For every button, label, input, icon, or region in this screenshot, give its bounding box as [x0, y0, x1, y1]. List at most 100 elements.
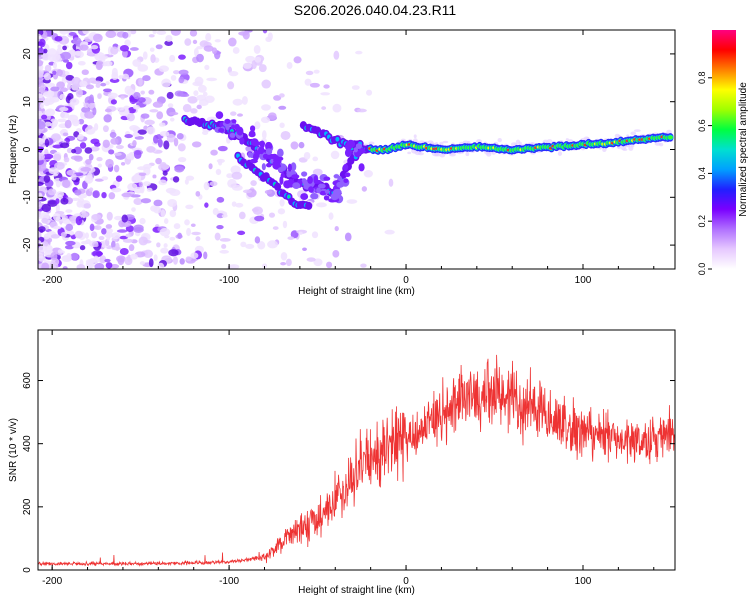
noise-blob	[51, 133, 62, 142]
noise-blob	[85, 158, 92, 165]
snr-marks	[38, 354, 675, 567]
noise-blob	[228, 37, 237, 47]
noise-blob	[101, 228, 107, 235]
noise-blob	[168, 249, 179, 257]
haze-blob	[442, 140, 449, 144]
noise-blob	[138, 77, 143, 86]
scatter-blob	[279, 175, 284, 185]
noise-blob	[190, 252, 199, 259]
noise-blob	[55, 198, 60, 205]
noise-blob	[94, 263, 105, 269]
haze-blob	[628, 145, 634, 151]
noise-blob	[261, 130, 267, 140]
noise-blob	[109, 131, 117, 139]
noise-blob	[334, 226, 339, 232]
noise-blob	[90, 80, 102, 84]
noise-blob	[75, 216, 83, 226]
noise-blob	[312, 156, 319, 162]
noise-blob	[159, 228, 171, 237]
noise-blob	[84, 147, 93, 154]
ridge-mark	[273, 182, 282, 191]
noise-blob	[108, 192, 116, 200]
noise-blob	[68, 32, 77, 36]
noise-blob	[114, 152, 122, 156]
noise-blob	[44, 82, 56, 88]
noise-blob	[93, 255, 99, 264]
noise-blob	[103, 60, 113, 67]
noise-blob	[304, 78, 312, 86]
noise-blob	[65, 209, 73, 213]
scatter-blob	[344, 172, 351, 177]
noise-blob	[153, 254, 158, 262]
noise-blob	[95, 62, 103, 71]
noise-blob	[148, 258, 154, 268]
noise-blob	[254, 236, 261, 244]
noise-blob	[169, 54, 176, 63]
ridge-mark	[339, 170, 348, 179]
scatter-blob	[225, 123, 230, 131]
scatter-blob	[231, 119, 237, 124]
noise-blob	[42, 153, 54, 160]
noise-blob	[306, 257, 316, 262]
noise-blob	[54, 52, 61, 61]
noise-blob	[105, 224, 113, 229]
noise-blob	[38, 213, 42, 220]
noise-blob	[184, 38, 192, 46]
noise-blob	[333, 50, 340, 60]
noise-blob	[62, 132, 69, 137]
noise-blob	[355, 50, 363, 55]
noise-blob	[131, 207, 136, 212]
noise-blob	[293, 56, 302, 64]
noise-blob	[142, 181, 151, 187]
noise-blob	[366, 89, 373, 96]
scatter-blob	[301, 171, 308, 177]
scatter-blob	[310, 192, 319, 200]
noise-blob	[204, 64, 210, 70]
colorbar-label: Normalized spectral amplitude	[738, 82, 749, 217]
noise-blob	[157, 138, 163, 148]
x-tick-label: 100	[575, 576, 592, 587]
noise-blob	[38, 137, 45, 146]
noise-blob	[149, 109, 159, 113]
noise-blob	[186, 227, 191, 237]
noise-blob	[81, 212, 89, 218]
scatter-blob	[358, 163, 365, 172]
noise-blob	[214, 39, 221, 43]
noise-blob	[126, 113, 135, 122]
x-tick-label: 0	[403, 576, 409, 587]
noise-blob	[84, 111, 95, 119]
noise-blob	[80, 166, 92, 172]
noise-blob	[47, 48, 57, 57]
x-tick-label: -200	[42, 275, 62, 286]
noise-blob	[260, 116, 271, 124]
noise-blob	[81, 69, 89, 76]
noise-blob	[235, 202, 244, 208]
scatter-blob	[290, 162, 297, 172]
noise-blob	[65, 240, 76, 246]
noise-blob	[44, 148, 49, 155]
noise-blob	[232, 47, 240, 54]
noise-blob	[179, 258, 185, 265]
scatter-blob	[270, 153, 279, 160]
noise-blob	[316, 202, 327, 208]
scatter-blob	[292, 182, 301, 190]
y-tick-label: 600	[22, 372, 33, 389]
noise-blob	[125, 153, 135, 160]
noise-blob	[177, 232, 183, 239]
noise-blob	[106, 211, 113, 221]
noise-blob	[172, 176, 180, 183]
noise-blob	[166, 91, 174, 100]
noise-blob	[170, 117, 175, 122]
noise-blob	[219, 238, 231, 242]
noise-blob	[152, 101, 163, 108]
scatter-blob	[307, 176, 313, 184]
colorbar-tick-label: 0.8	[697, 72, 707, 85]
noise-blob	[196, 53, 204, 63]
scatter-blob	[258, 140, 266, 147]
noise-blob	[96, 157, 103, 162]
noise-blob	[102, 125, 109, 133]
noise-blob	[52, 213, 61, 221]
noise-blob	[110, 264, 120, 269]
noise-blob	[158, 122, 166, 127]
noise-blob	[146, 126, 156, 135]
